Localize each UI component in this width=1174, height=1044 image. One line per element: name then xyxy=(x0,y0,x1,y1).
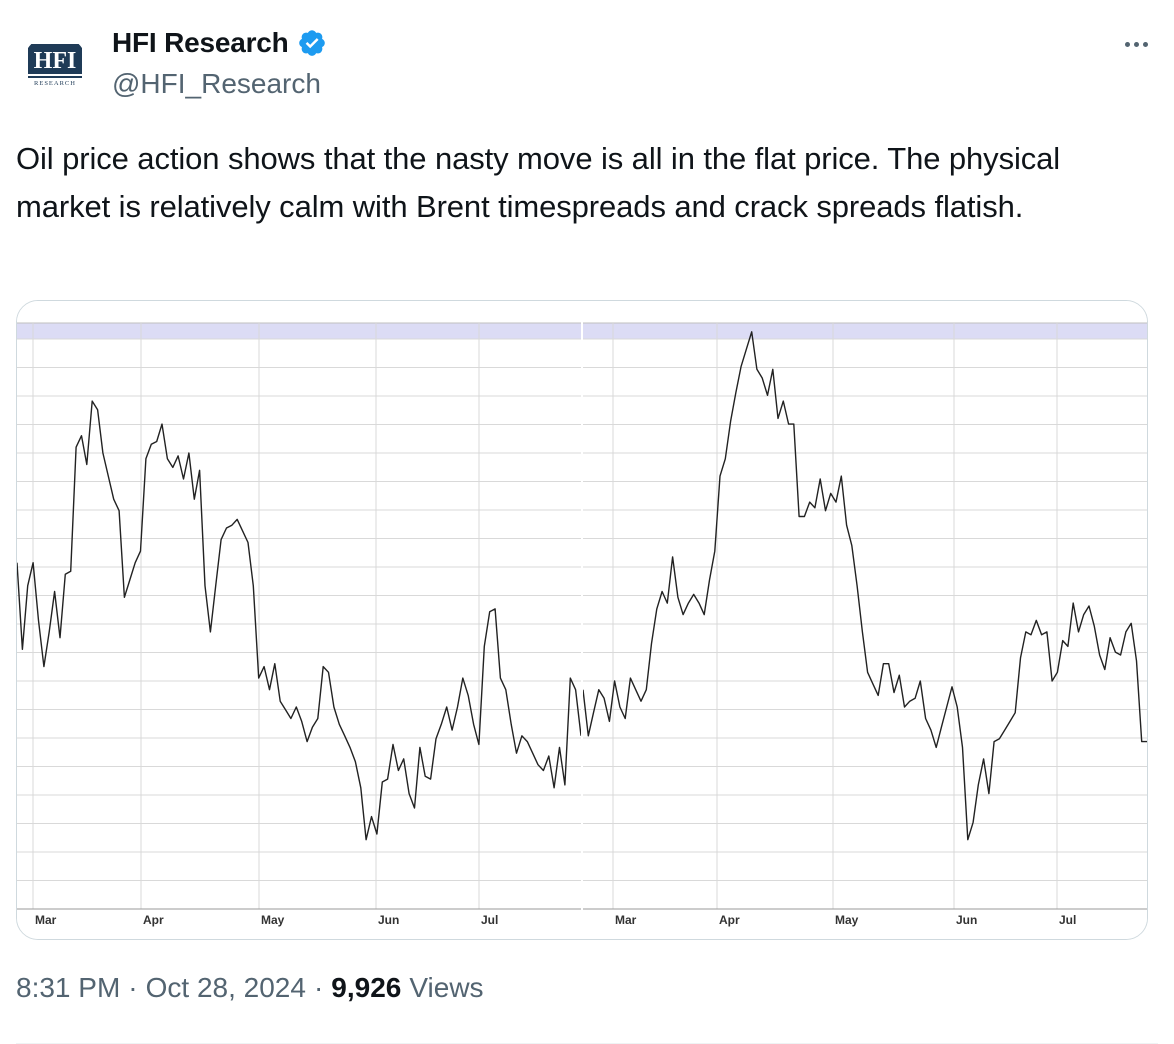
x-tick-label: May xyxy=(835,913,859,927)
price-chart-left: Mar Apr May Jun Jul xyxy=(17,322,581,927)
more-dot xyxy=(1133,41,1139,47)
logo-subtext: RESEARCH xyxy=(34,80,76,87)
price-chart-right: Mar Apr May Jun Jul xyxy=(583,322,1147,927)
top-band xyxy=(17,323,581,339)
tweet-meta: 8:31 PM · Oct 28, 2024 · 9,926 Views xyxy=(16,972,484,1004)
hfi-logo-icon: HFI RESEARCH xyxy=(22,34,88,100)
views-count[interactable]: 9,926 xyxy=(331,972,402,1003)
verified-badge-icon[interactable] xyxy=(297,28,327,58)
x-tick-label: Jun xyxy=(378,913,399,927)
tweet-text: Oil price action shows that the nasty mo… xyxy=(16,141,1061,224)
avatar[interactable]: HFI RESEARCH xyxy=(22,34,88,100)
logo-mark: HFI xyxy=(34,48,77,74)
x-tick-label: Mar xyxy=(615,913,637,927)
author-handle[interactable]: @HFI_Research xyxy=(112,68,321,99)
x-tick-label: Mar xyxy=(35,913,57,927)
x-tick-label: Jul xyxy=(481,913,498,927)
meta-separator: · xyxy=(128,972,138,1003)
top-band xyxy=(583,323,1147,339)
x-tick-label: Apr xyxy=(143,913,164,927)
more-dot xyxy=(1124,41,1130,47)
x-tick-label: Apr xyxy=(719,913,740,927)
more-dot xyxy=(1142,41,1148,47)
author-display-name[interactable]: HFI Research xyxy=(112,27,289,58)
meta-separator: · xyxy=(313,972,324,1003)
views-label: Views xyxy=(409,972,484,1003)
tweet-date[interactable]: Oct 28, 2024 xyxy=(145,972,306,1003)
author-name-row: HFI Research xyxy=(112,27,327,59)
chart-panel-right: Mar Apr May Jun Jul xyxy=(583,301,1147,939)
tweet-time[interactable]: 8:31 PM xyxy=(16,972,121,1003)
x-tick-label: Jul xyxy=(1059,913,1076,927)
price-series-line xyxy=(583,331,1147,841)
x-tick-label: Jun xyxy=(956,913,977,927)
price-series-line xyxy=(17,400,581,841)
tweet-media[interactable]: Mar Apr May Jun Jul Mar Apr May Jun Jul xyxy=(16,300,1148,940)
more-options-icon[interactable] xyxy=(1116,30,1156,58)
chart-panel-left: Mar Apr May Jun Jul xyxy=(17,301,581,939)
x-tick-label: May xyxy=(261,913,285,927)
